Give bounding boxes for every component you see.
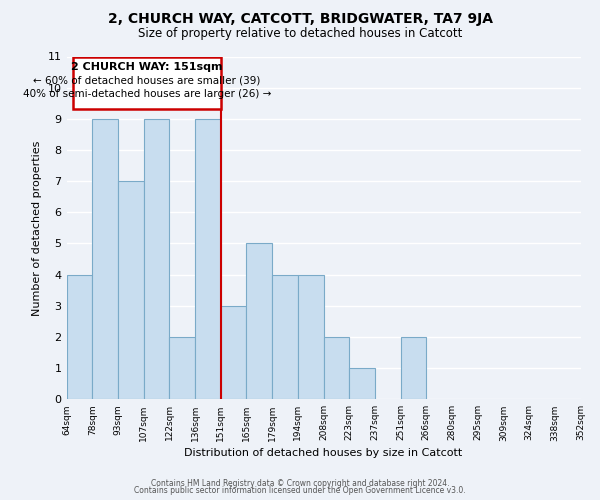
FancyBboxPatch shape: [73, 56, 221, 110]
X-axis label: Distribution of detached houses by size in Catcott: Distribution of detached houses by size …: [184, 448, 463, 458]
Text: Contains HM Land Registry data © Crown copyright and database right 2024.: Contains HM Land Registry data © Crown c…: [151, 478, 449, 488]
Bar: [349, 368, 375, 400]
Bar: [195, 119, 221, 400]
Bar: [221, 306, 247, 400]
Bar: [67, 274, 92, 400]
Text: Size of property relative to detached houses in Catcott: Size of property relative to detached ho…: [138, 28, 462, 40]
Text: 40% of semi-detached houses are larger (26) →: 40% of semi-detached houses are larger (…: [23, 89, 271, 99]
Y-axis label: Number of detached properties: Number of detached properties: [32, 140, 42, 316]
Bar: [401, 337, 427, 400]
Text: 2 CHURCH WAY: 151sqm: 2 CHURCH WAY: 151sqm: [71, 62, 223, 72]
Bar: [272, 274, 298, 400]
Bar: [169, 337, 195, 400]
Text: 2, CHURCH WAY, CATCOTT, BRIDGWATER, TA7 9JA: 2, CHURCH WAY, CATCOTT, BRIDGWATER, TA7 …: [107, 12, 493, 26]
Text: Contains public sector information licensed under the Open Government Licence v3: Contains public sector information licen…: [134, 486, 466, 495]
Bar: [247, 244, 272, 400]
Bar: [118, 181, 143, 400]
Bar: [323, 337, 349, 400]
Bar: [143, 119, 169, 400]
Bar: [298, 274, 323, 400]
Text: ← 60% of detached houses are smaller (39): ← 60% of detached houses are smaller (39…: [33, 76, 260, 86]
Bar: [92, 119, 118, 400]
